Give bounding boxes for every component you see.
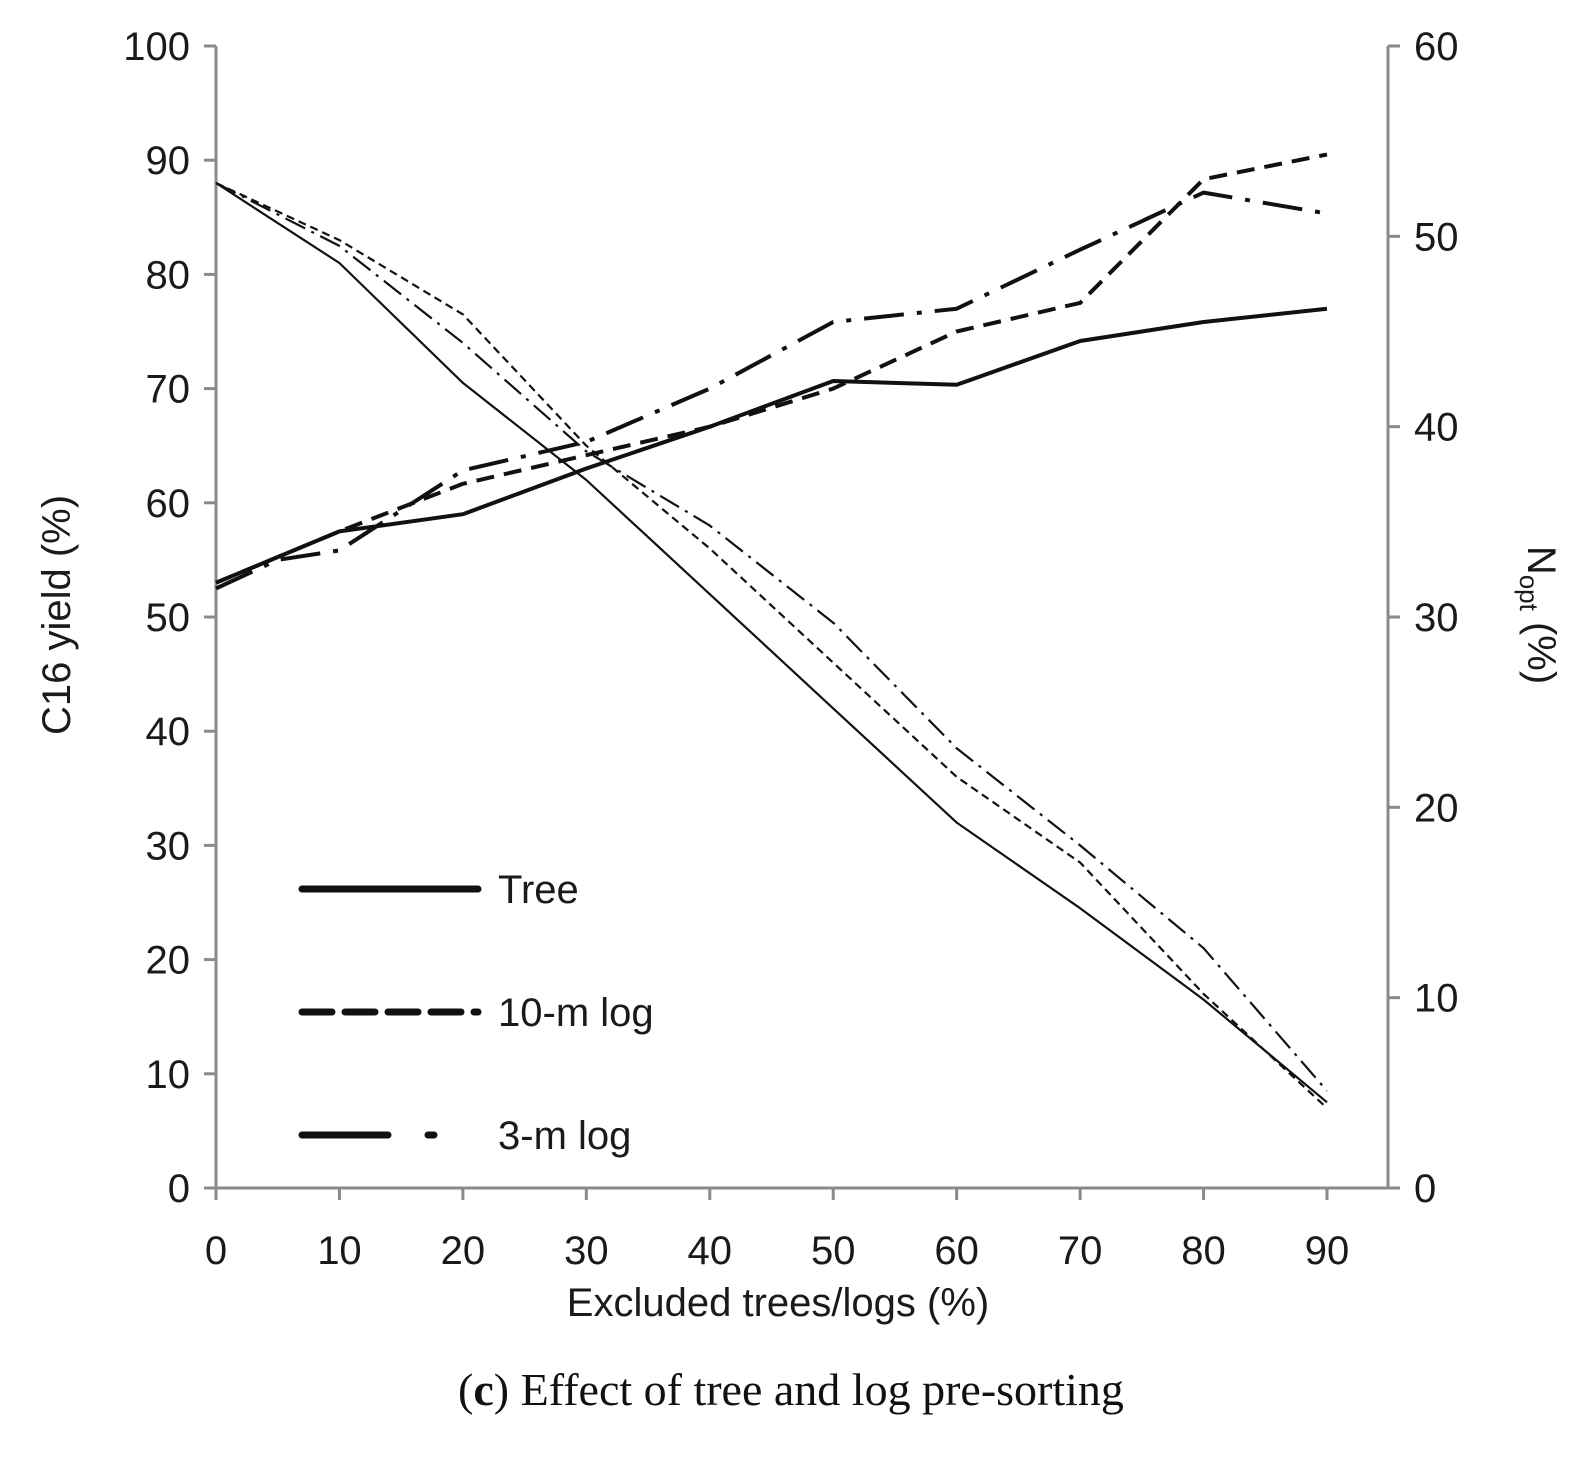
series-layer (215, 152, 1328, 1109)
y2-tick-label: 10 (1414, 977, 1459, 1021)
x-tick-label: 60 (934, 1229, 979, 1273)
y2-tick-label: 50 (1414, 215, 1459, 259)
x-tick-label: 90 (1305, 1229, 1350, 1273)
y2-axis-title: Nopt (%) (1514, 546, 1563, 684)
y2-axis-title-suffix: (%) (1519, 611, 1563, 684)
series-line-10-m-log-yield (215, 182, 1328, 1109)
y2-tick-label: 0 (1414, 1167, 1436, 1211)
figure-caption: (c) Effect of tree and log pre-sorting (458, 1364, 1124, 1415)
y-tick-label: 10 (146, 1053, 191, 1097)
x-tick-label: 50 (811, 1229, 856, 1273)
x-tick-label: 70 (1058, 1229, 1103, 1273)
legend: Tree 10-m log 3-m log (298, 868, 654, 1158)
y2-tick-label: 20 (1414, 786, 1459, 830)
y-tick-label: 30 (146, 824, 191, 868)
y2-tick-label: 40 (1414, 406, 1459, 450)
y2-tick-label: 60 (1414, 25, 1459, 69)
x-tick-label: 80 (1181, 1229, 1226, 1273)
caption-letter: c (473, 1364, 494, 1415)
y-tick-label: 20 (146, 939, 191, 983)
series-line-tree-yield (215, 182, 1328, 1104)
axes: 0 10 20 30 40 50 60 70 80 90 0 10 20 30 40 50 60 70 80 90 10… (123, 25, 1458, 1273)
y-tick-label: 0 (168, 1167, 190, 1211)
x-tick-label: 0 (205, 1229, 227, 1273)
series-line-3-m-log-yield (215, 182, 1328, 1092)
y2-tick-label: 30 (1414, 596, 1459, 640)
y-axis-title: C16 yield (%) (35, 495, 79, 735)
x-tick-label: 40 (688, 1229, 733, 1273)
y-tick-label: 50 (146, 596, 191, 640)
y-tick-label: 70 (146, 368, 191, 412)
y-tick-label: 40 (146, 710, 191, 754)
caption-text: Effect of tree and log pre-sorting (509, 1364, 1124, 1415)
x-tick-label: 20 (441, 1229, 486, 1273)
y-tick-label: 100 (123, 25, 190, 69)
y-tick-label: 60 (146, 482, 191, 526)
legend-label-3-m-log: 3-m log (498, 1114, 631, 1158)
y-tick-label: 90 (146, 139, 191, 183)
x-axis-title: Excluded trees/logs (%) (567, 1281, 989, 1325)
legend-label-10-m-log: 10-m log (498, 991, 654, 1035)
series-line-10-m-log-nopt (215, 152, 1328, 585)
y-tick-label: 80 (146, 253, 191, 297)
legend-label-tree: Tree (498, 868, 579, 912)
x-tick-label: 10 (317, 1229, 362, 1273)
y2-axis-title-main: N (1519, 546, 1563, 575)
x-tick-label: 30 (564, 1229, 609, 1273)
series-line-tree-nopt (215, 306, 1328, 585)
series-line-3-m-log-nopt (215, 190, 1328, 591)
y2-axis-title-sub: opt (1514, 575, 1544, 612)
